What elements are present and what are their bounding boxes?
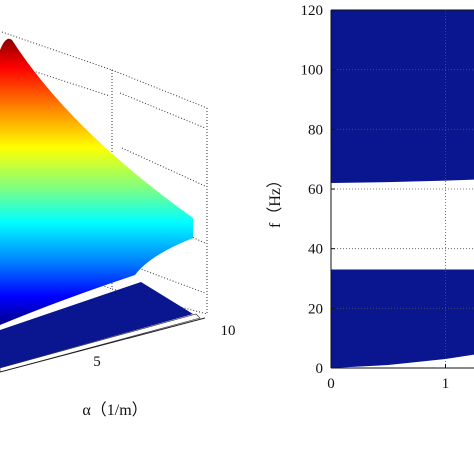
y-tick-label: 0 bbox=[316, 361, 324, 377]
y-tick-label: 80 bbox=[308, 122, 323, 138]
x-tick-label-left: 5 bbox=[93, 354, 101, 370]
x-tick-label-left: 10 bbox=[221, 323, 236, 339]
y-tick-label: 40 bbox=[308, 242, 323, 258]
y-tick-label: 100 bbox=[301, 63, 324, 79]
y-tick-label: 120 bbox=[301, 3, 324, 19]
x-tick-label-right: 0 bbox=[327, 376, 335, 392]
surface-floor bbox=[0, 282, 193, 368]
x-axis-line bbox=[0, 317, 206, 373]
x-axis-title-left: α（1/m） bbox=[82, 401, 147, 419]
y-tick-label: 60 bbox=[308, 182, 323, 198]
area-plot-2d: 0 20 40 60 80 100 120 0 1 f（Hz） bbox=[266, 3, 474, 392]
surface-plot-3d: 5 10 α（1/m） bbox=[0, 31, 236, 419]
filled-region-0 bbox=[331, 269, 474, 368]
y-tick-label: 20 bbox=[308, 301, 323, 317]
surface-mesh bbox=[0, 38, 193, 325]
y-axis-title: f（Hz） bbox=[266, 172, 284, 228]
filled-region-1 bbox=[331, 10, 474, 184]
x-tick-label-right: 1 bbox=[442, 376, 450, 392]
floor-edge bbox=[0, 313, 201, 373]
